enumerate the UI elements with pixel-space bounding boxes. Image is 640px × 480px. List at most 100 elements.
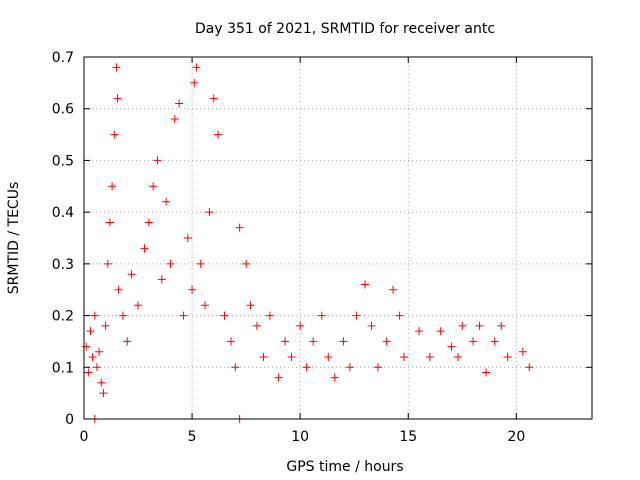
axis-ticks: 0 0.1 0.2 0.3 0.4 0.5 0.6 0.7 0 5 10 15 20 [52, 50, 592, 445]
data-point [235, 223, 244, 232]
data-point [112, 63, 121, 72]
data-point [497, 321, 506, 330]
data-point [209, 94, 218, 103]
x-tick-label: 5 [188, 429, 197, 445]
data-point [183, 234, 192, 242]
data-point [162, 197, 171, 206]
data-point [490, 337, 499, 346]
data-point [90, 311, 99, 320]
data-point [105, 218, 114, 227]
data-point [103, 259, 112, 268]
data-point [281, 337, 290, 346]
data-point [118, 311, 127, 320]
data-point [190, 78, 199, 87]
data-point [114, 285, 123, 294]
data-point [274, 373, 283, 382]
data-point [518, 347, 527, 356]
data-point [482, 368, 491, 377]
data-point [287, 352, 296, 361]
data-point [330, 373, 339, 382]
y-tick-label: 0.5 [52, 153, 74, 169]
data-point [144, 218, 153, 227]
data-point [252, 321, 261, 330]
data-point [339, 337, 348, 346]
data-point [324, 352, 333, 361]
y-tick-label: 0.1 [52, 360, 74, 376]
data-point [127, 270, 136, 279]
data-point [395, 311, 404, 320]
data-point [525, 363, 534, 372]
y-tick-label: 0.2 [52, 309, 74, 325]
data-point [389, 285, 398, 294]
data-point [110, 130, 119, 139]
data-point [296, 321, 305, 330]
chart-title: Day 351 of 2021, SRMTID for receiver ant… [195, 21, 495, 37]
data-point [82, 342, 91, 351]
data-point [86, 327, 95, 336]
data-point [302, 363, 311, 372]
data-point [188, 285, 197, 294]
data-point [88, 352, 97, 361]
data-point [99, 389, 108, 398]
data-point [179, 311, 188, 320]
data-point [166, 259, 175, 268]
data-point [113, 94, 122, 103]
data-point [415, 327, 424, 336]
data-point [436, 327, 445, 336]
data-point [453, 352, 462, 361]
x-tick-label: 20 [507, 429, 525, 445]
data-point [469, 337, 478, 346]
data-point [97, 378, 106, 387]
y-tick-label: 0.3 [52, 257, 74, 273]
data-point [84, 368, 93, 377]
data-point [309, 337, 318, 346]
data-point [259, 352, 268, 361]
data-point [157, 275, 166, 284]
y-tick-label: 0 [65, 412, 74, 428]
y-tick-label: 0.4 [52, 205, 74, 221]
data-point [361, 280, 370, 289]
data-point [140, 244, 149, 253]
data-point [170, 115, 179, 124]
x-axis-label: GPS time / hours [286, 459, 403, 475]
data-point [220, 311, 229, 320]
data-point [214, 130, 223, 139]
x-tick-label: 15 [399, 429, 417, 445]
data-point [352, 311, 361, 320]
data-point [447, 342, 456, 351]
data-point [101, 321, 110, 330]
data-point [503, 352, 512, 361]
x-tick-label: 0 [80, 429, 89, 445]
grid-lines [84, 57, 592, 419]
data-point [373, 363, 382, 372]
y-tick-label: 0.7 [52, 50, 74, 66]
data-point [95, 347, 104, 356]
data-point [382, 337, 391, 346]
data-point [265, 311, 274, 320]
data-point [226, 337, 235, 346]
y-tick-label: 0.6 [52, 102, 74, 118]
data-point [458, 321, 467, 330]
x-tick-label: 10 [291, 429, 309, 445]
data-point [425, 352, 434, 361]
data-point [123, 337, 132, 346]
plot-frame [83, 56, 593, 420]
data-point [205, 208, 214, 217]
data-point [92, 363, 101, 372]
data-point [192, 63, 201, 72]
data-point [201, 301, 210, 310]
data-point [367, 321, 376, 330]
data-point [242, 259, 251, 268]
data-point [153, 156, 162, 165]
data-point [196, 259, 205, 268]
data-points [82, 63, 534, 423]
data-point [317, 311, 326, 320]
data-point [475, 321, 484, 330]
data-point [175, 99, 184, 108]
data-point [399, 352, 408, 361]
y-axis-label: SRMTID / TECUs [6, 182, 22, 295]
data-point [149, 182, 158, 191]
data-point [246, 301, 255, 310]
data-point [108, 182, 117, 191]
